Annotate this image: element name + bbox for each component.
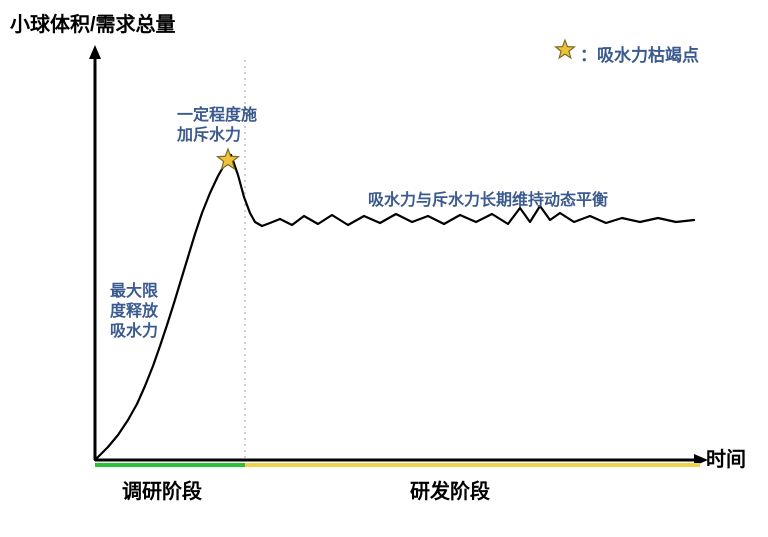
annotation-right: 吸水力与斥水力长期维持动态平衡	[368, 186, 608, 210]
legend-text: ：吸水力枯竭点	[580, 41, 699, 66]
annotation-peak: 一定程度施加斥水力	[177, 106, 257, 146]
legend-star-icon	[556, 40, 575, 58]
chart-root: 小球体积/需求总量 时间 ：吸水力枯竭点 一定程度施加斥水力 最大限度释放吸水力…	[0, 0, 768, 537]
x-axis-title: 时间	[706, 443, 746, 472]
phase-label-dev: 研发阶段	[410, 475, 490, 504]
y-axis-title: 小球体积/需求总量	[10, 8, 176, 37]
annotation-left: 最大限度释放吸水力	[110, 282, 158, 342]
chart-svg	[0, 0, 768, 537]
curve-dip	[231, 155, 280, 226]
phase-label-research: 调研阶段	[122, 475, 202, 504]
y-axis-arrow	[89, 45, 101, 59]
